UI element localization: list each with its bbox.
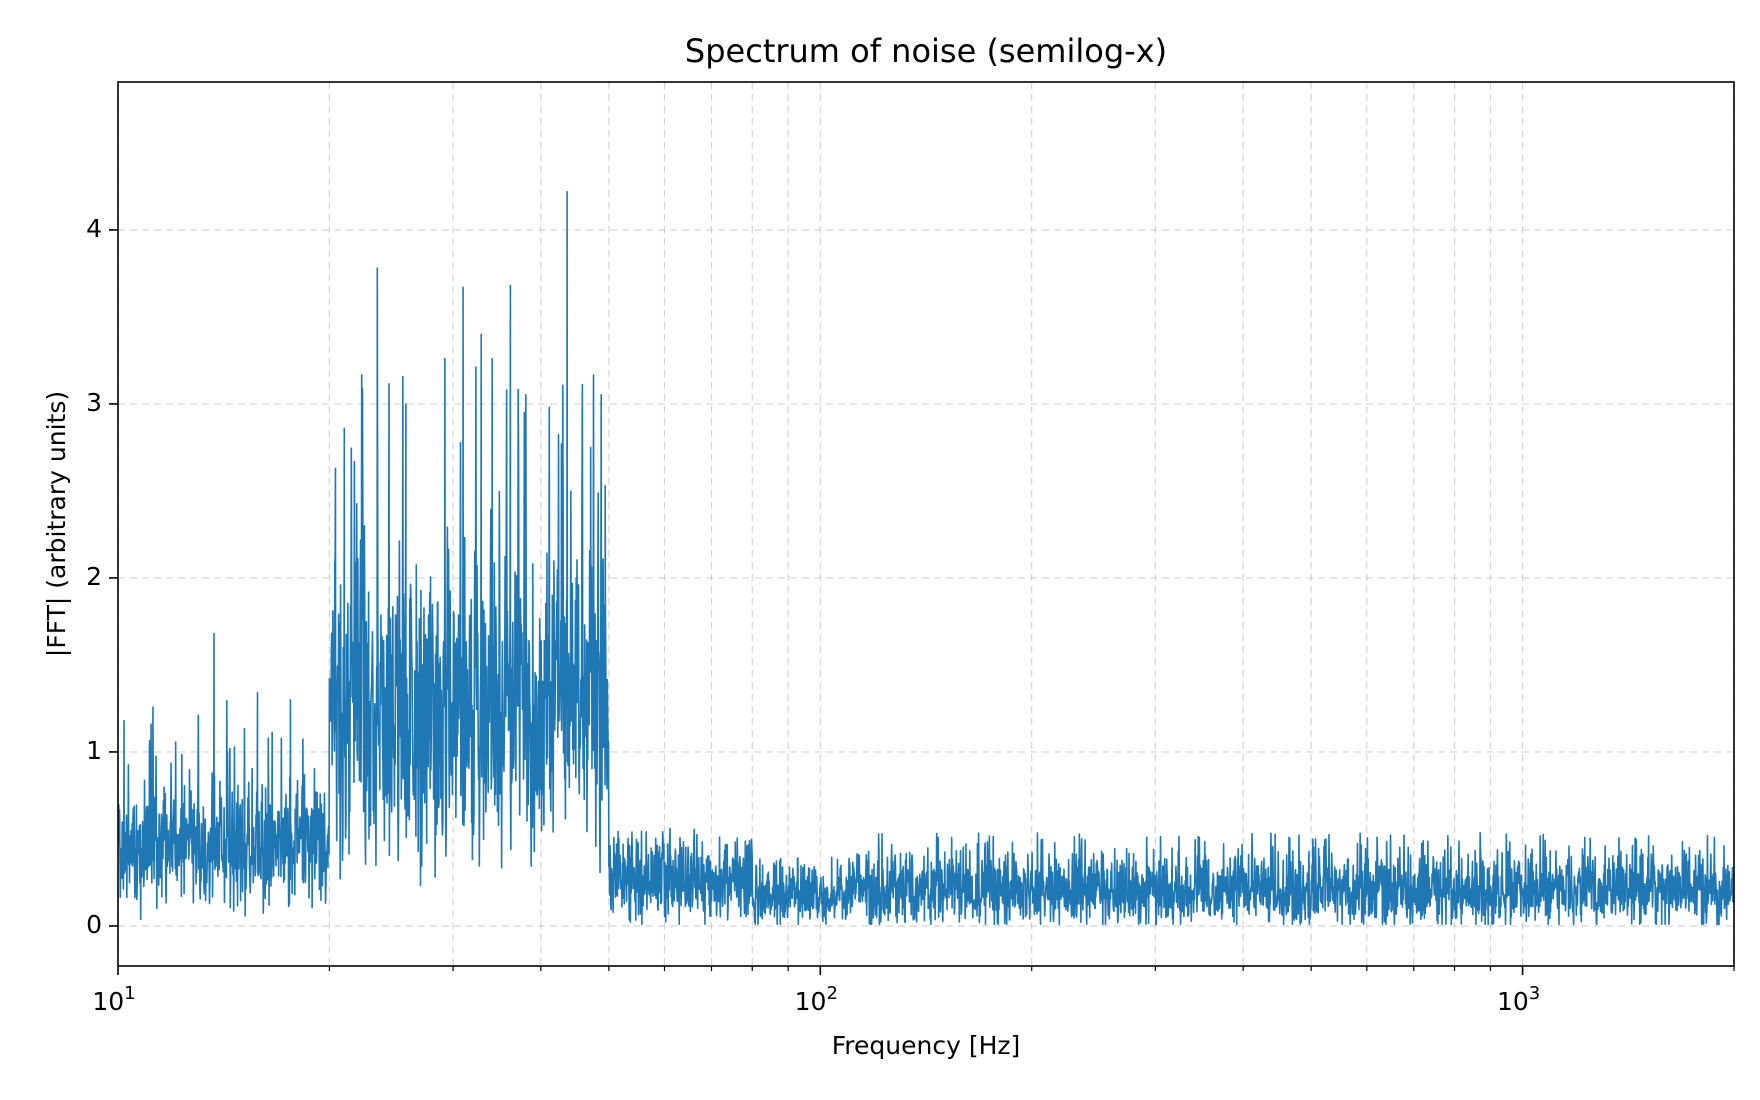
- y-tick-label: 1: [86, 736, 102, 765]
- y-tick-label: 0: [86, 910, 102, 939]
- x-tick-label-exponent: 3: [1529, 983, 1540, 1004]
- y-tick-label: 2: [86, 562, 102, 591]
- x-tick-label-base: 10: [795, 987, 827, 1016]
- y-tick-label: 3: [86, 388, 102, 417]
- y-tick-label: 4: [86, 214, 102, 243]
- x-axis-label: Frequency [Hz]: [832, 1031, 1021, 1060]
- x-tick-label-exponent: 1: [124, 983, 135, 1004]
- x-tick-label-exponent: 2: [826, 983, 837, 1004]
- plot-frame: [117, 81, 1735, 967]
- x-tick-label: 102: [795, 983, 838, 1016]
- spectrum-line: [118, 190, 1734, 926]
- x-tick-label: 103: [1497, 983, 1540, 1016]
- x-tick-label: 101: [92, 983, 135, 1016]
- y-axis-label: |FFT| (arbitrary units): [42, 391, 71, 657]
- chart-title: Spectrum of noise (semilog-x): [685, 32, 1167, 70]
- x-tick-label-base: 10: [1497, 987, 1529, 1016]
- x-tick-label-base: 10: [92, 987, 124, 1016]
- series-group: [118, 190, 1734, 926]
